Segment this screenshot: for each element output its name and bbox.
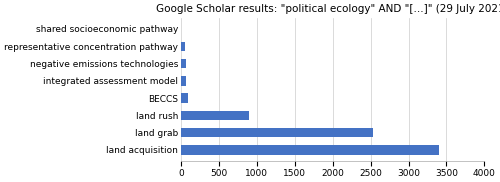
Bar — [181, 76, 186, 86]
Bar — [181, 93, 188, 103]
Title: Google Scholar results: "political ecology" AND "[...]" (29 July 2021): Google Scholar results: "political ecolo… — [156, 4, 500, 14]
Bar — [181, 59, 186, 68]
Bar — [181, 128, 373, 137]
Bar — [181, 41, 186, 51]
Bar — [181, 111, 249, 120]
Bar — [181, 145, 439, 155]
